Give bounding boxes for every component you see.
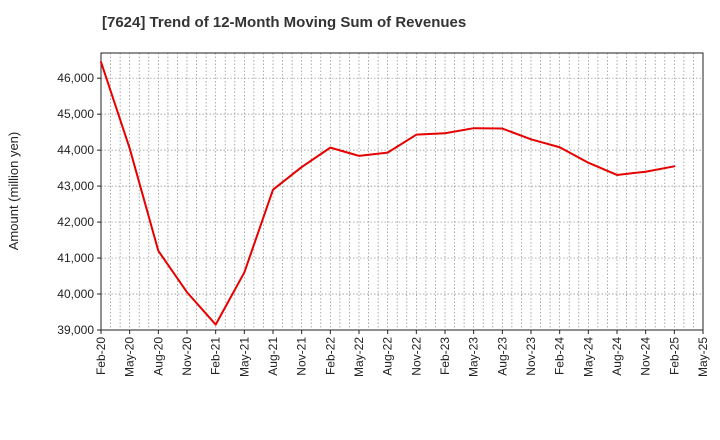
y-axis-ticks: 39,000 40,000 41,000 42,000 43,000 44,000 45,0… <box>57 71 101 337</box>
series-layer <box>100 60 676 326</box>
x-tick-label: May-20 <box>123 337 137 377</box>
x-tick-label: Nov-23 <box>524 337 538 376</box>
x-tick-label: May-23 <box>467 337 481 377</box>
x-tick-label: Feb-23 <box>438 337 452 375</box>
x-tick-label: Nov-21 <box>295 337 309 376</box>
x-tick-label: May-24 <box>581 337 595 377</box>
x-tick-label: May-22 <box>352 337 366 377</box>
y-tick-label: 40,000 <box>57 287 94 301</box>
y-tick-label: 45,000 <box>57 107 94 121</box>
y-tick-label: 42,000 <box>57 215 94 229</box>
x-axis-ticks: Feb-20 May-20 Aug-20 Nov-20 Feb-21 May-21 Aug-… <box>94 330 710 377</box>
x-tick-label: May-21 <box>237 337 251 377</box>
y-tick-label: 41,000 <box>57 251 94 265</box>
x-tick-label: Aug-22 <box>381 337 395 376</box>
y-tick-label: 44,000 <box>57 143 94 157</box>
x-tick-label: Aug-24 <box>610 337 624 376</box>
gridlines <box>101 53 703 330</box>
x-tick-label: Feb-22 <box>323 337 337 375</box>
x-tick-label: Nov-22 <box>409 337 423 376</box>
plot-area <box>100 52 704 331</box>
x-tick-label: Aug-23 <box>495 337 509 376</box>
y-tick-label: 43,000 <box>57 179 94 193</box>
x-tick-label: Feb-24 <box>553 337 567 375</box>
x-tick-label: Feb-25 <box>667 337 681 375</box>
x-tick-label: Nov-20 <box>180 337 194 376</box>
y-axis-title: Amount (million yen) <box>6 132 21 251</box>
x-tick-label: Aug-20 <box>151 337 165 376</box>
chart-title: [7624] Trend of 12-Month Moving Sum of R… <box>102 14 467 31</box>
x-tick-label: Feb-21 <box>209 337 223 375</box>
y-tick-label: 39,000 <box>57 323 94 337</box>
x-tick-label: Nov-24 <box>639 337 653 376</box>
y-tick-label: 46,000 <box>57 71 94 85</box>
x-tick-label: Aug-21 <box>266 337 280 376</box>
x-tick-label: Feb-20 <box>94 337 108 375</box>
x-tick-label: May-25 <box>696 337 710 377</box>
